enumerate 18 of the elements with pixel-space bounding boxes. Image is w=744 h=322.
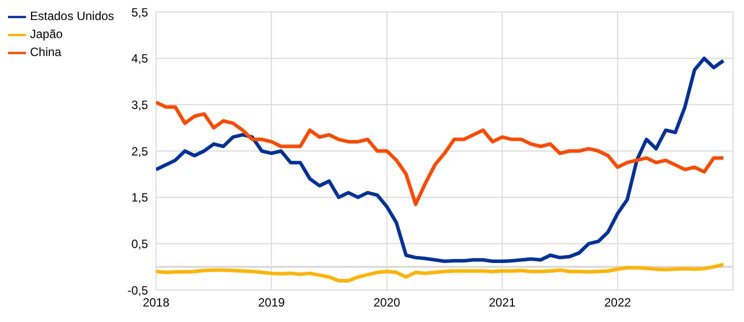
x-tick-label: 2021 xyxy=(488,296,516,310)
legend-label: Estados Unidos xyxy=(30,9,114,24)
x-tick-label: 2019 xyxy=(258,296,286,310)
y-tick-label: 2,5 xyxy=(131,144,148,158)
y-tick-label: -0,5 xyxy=(127,283,148,298)
y-tick-label: 4,5 xyxy=(131,52,148,66)
legend-label: China xyxy=(30,45,62,60)
x-tick-label: 2022 xyxy=(604,296,632,310)
line-series xyxy=(156,100,726,206)
y-tick-label: 0,5 xyxy=(131,236,148,251)
line-series xyxy=(156,262,726,282)
line-series xyxy=(156,56,726,264)
y-tick-label: 1,5 xyxy=(131,190,148,205)
x-tick-label: 2018 xyxy=(142,296,170,310)
y-tick-label: 5,5 xyxy=(131,5,148,20)
legend-label: Japão xyxy=(30,27,63,42)
x-tick-label: 2020 xyxy=(373,296,400,310)
y-tick-label: 3,5 xyxy=(131,98,148,112)
